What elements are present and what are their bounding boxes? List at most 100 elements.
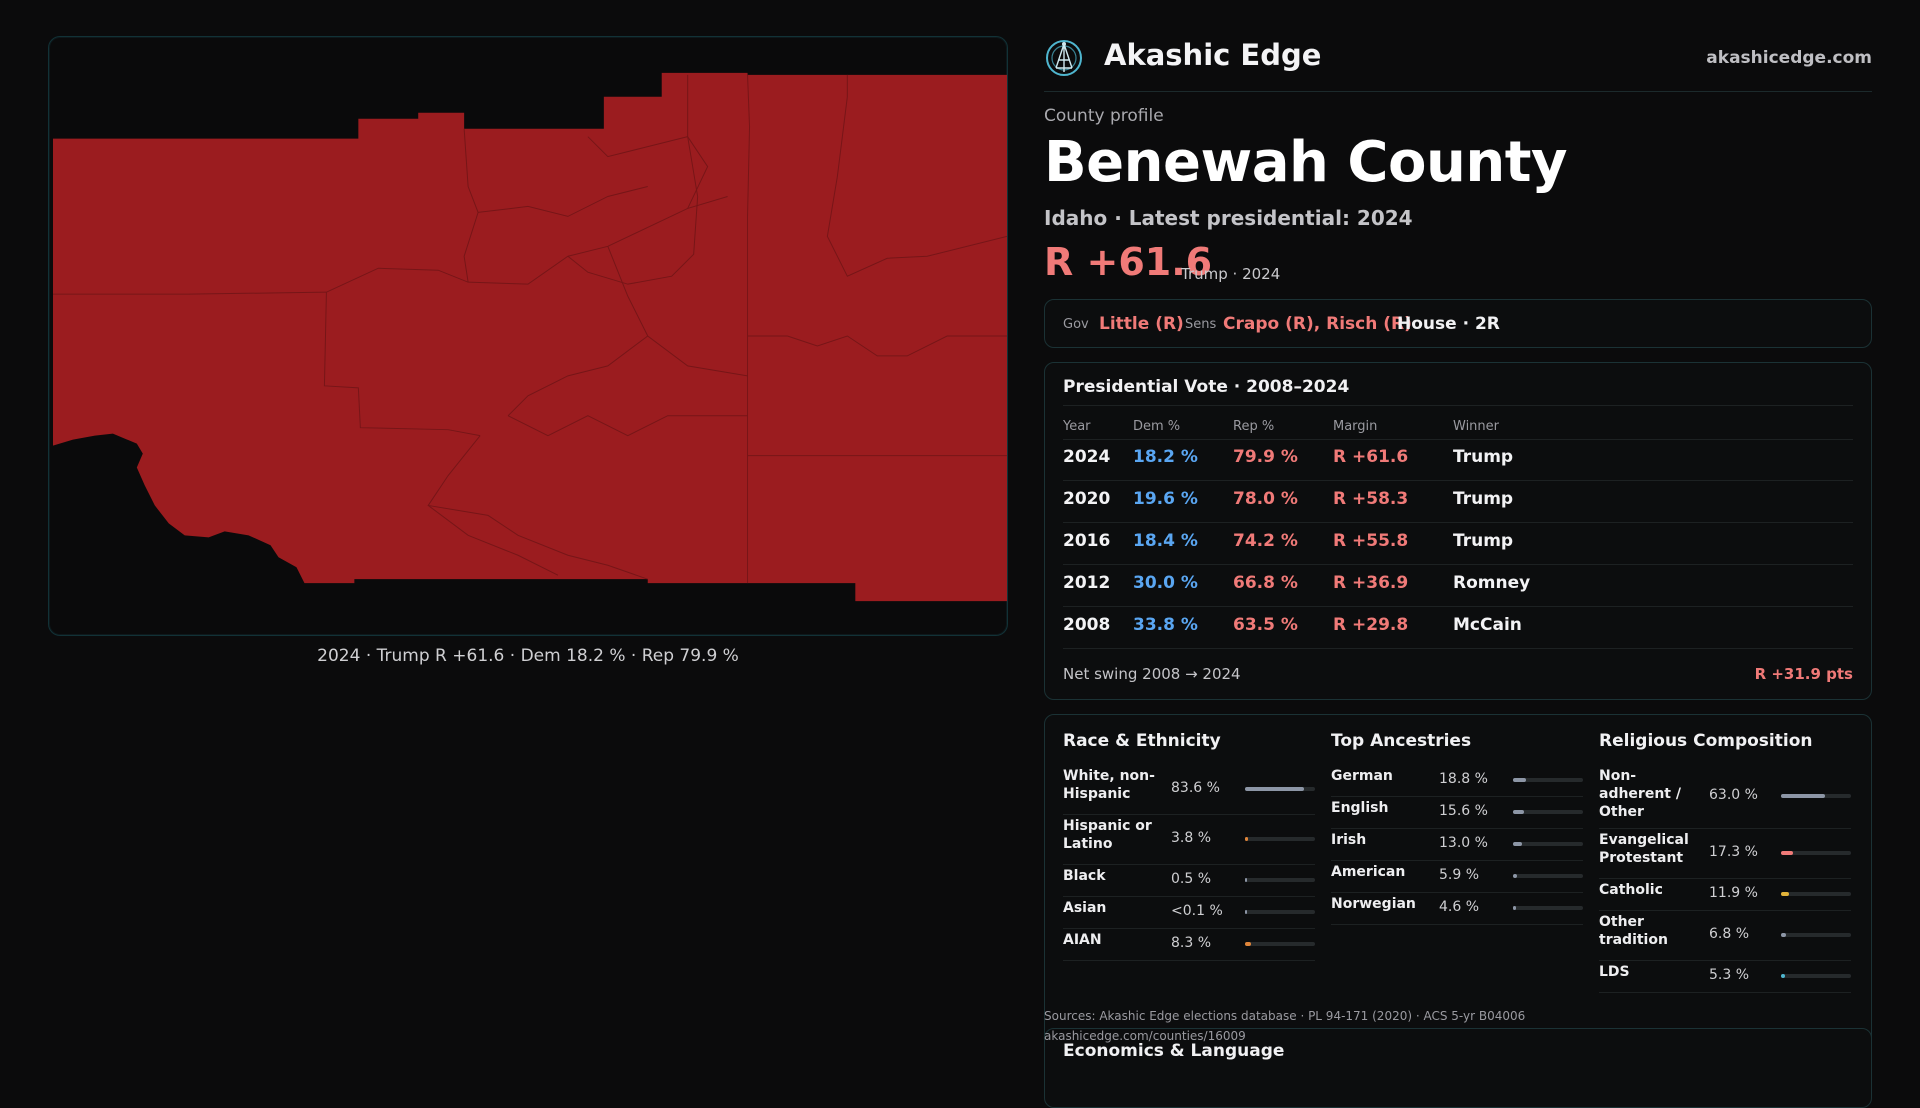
pres-dem-cell: 18.4 % — [1133, 531, 1198, 551]
net-swing-value: R +31.9 pts — [1755, 665, 1853, 683]
ancestry-bar-track — [1513, 906, 1583, 910]
ancestry-bar-fill — [1513, 874, 1517, 878]
race-bar-track — [1245, 878, 1315, 882]
race-bar-fill — [1245, 837, 1248, 841]
race-label: Hispanic or Latino — [1063, 817, 1167, 853]
religion-bar-track — [1781, 974, 1851, 978]
pres-dem-cell: 19.6 % — [1133, 489, 1198, 509]
house-value[interactable]: House · 2R — [1397, 314, 1500, 334]
ancestry-label: English — [1331, 799, 1435, 817]
pres-margin-cell: R +58.3 — [1333, 489, 1408, 509]
county-map[interactable] — [48, 36, 1008, 636]
race-value: 3.8 % — [1171, 830, 1211, 846]
county-shape[interactable] — [53, 73, 1007, 601]
religion-bar-track — [1781, 933, 1851, 937]
officials-bar: Gov Little (R) Sens Crapo (R), Risch (R)… — [1044, 299, 1872, 348]
pres-year-cell: 2008 — [1063, 615, 1110, 635]
county-url-link[interactable]: akashicedge.com/counties/16009 — [1044, 1026, 1525, 1046]
religion-row: Catholic 11.9 % — [1599, 879, 1851, 911]
religion-value: 6.8 % — [1709, 926, 1749, 942]
religion-row: Other tradition 6.8 % — [1599, 911, 1851, 961]
map-caption: 2024 · Trump R +61.6 · Dem 18.2 % · Rep … — [48, 646, 1008, 666]
race-value: 8.3 % — [1171, 935, 1211, 951]
pres-winner-cell: McCain — [1453, 615, 1522, 635]
race-bar-track — [1245, 942, 1315, 946]
col-header-year: Year — [1063, 419, 1091, 434]
race-value: 0.5 % — [1171, 871, 1211, 887]
religion-value: 5.3 % — [1709, 967, 1749, 983]
globe-network-icon[interactable] — [1044, 38, 1084, 78]
pres-year-cell: 2012 — [1063, 573, 1110, 593]
pres-year-cell: 2024 — [1063, 447, 1110, 467]
ancestry-label: Irish — [1331, 831, 1435, 849]
col-header-winner: Winner — [1453, 419, 1499, 434]
race-label: Asian — [1063, 899, 1167, 917]
ancestry-bar-track — [1513, 810, 1583, 814]
governor-value[interactable]: Little (R) — [1099, 314, 1184, 334]
religion-bar-fill — [1781, 933, 1786, 937]
ancestry-label: American — [1331, 863, 1435, 881]
race-bar-track — [1245, 910, 1315, 914]
pres-dem-cell: 33.8 % — [1133, 615, 1198, 635]
ancestry-bar-fill — [1513, 842, 1522, 846]
ancestry-title: Top Ancestries — [1331, 731, 1471, 751]
pres-year-cell: 2020 — [1063, 489, 1110, 509]
brand-name: Akashic Edge — [1104, 38, 1321, 72]
brand-site-link[interactable]: akashicedge.com — [1706, 48, 1872, 68]
pres-rep-cell: 63.5 % — [1233, 615, 1298, 635]
page-title: Benewah County — [1044, 130, 1567, 195]
religion-label: Non-adherent / Other — [1599, 767, 1695, 821]
presidential-title: Presidential Vote · 2008–2024 — [1063, 377, 1349, 397]
race-bar-fill — [1245, 910, 1247, 914]
pres-rep-cell: 78.0 % — [1233, 489, 1298, 509]
race-label: AIAN — [1063, 931, 1167, 949]
religion-bar-fill — [1781, 974, 1785, 978]
latest-margin-note: Trump · 2024 — [1181, 265, 1280, 283]
col-header-margin: Margin — [1333, 419, 1377, 434]
race-label: Black — [1063, 867, 1167, 885]
religion-value: 17.3 % — [1709, 844, 1758, 860]
religion-bar-fill — [1781, 794, 1825, 798]
ancestry-value: 5.9 % — [1439, 867, 1479, 883]
senators-value[interactable]: Crapo (R), Risch (R) — [1223, 314, 1412, 334]
county-subtitle: Idaho · Latest presidential: 2024 — [1044, 206, 1413, 230]
county-map-svg — [49, 37, 1007, 635]
pres-winner-cell: Trump — [1453, 531, 1513, 551]
race-bar-fill — [1245, 787, 1304, 791]
religion-bar-fill — [1781, 851, 1793, 855]
ancestry-label: Norwegian — [1331, 895, 1435, 913]
ancestry-value: 15.6 % — [1439, 803, 1488, 819]
ancestry-label: German — [1331, 767, 1435, 785]
profile-eyebrow: County profile — [1044, 106, 1164, 126]
ancestry-bar-track — [1513, 874, 1583, 878]
pres-year-cell: 2016 — [1063, 531, 1110, 551]
ancestry-value: 18.8 % — [1439, 771, 1488, 787]
pres-winner-cell: Romney — [1453, 573, 1530, 593]
religion-value: 11.9 % — [1709, 885, 1758, 901]
religion-label: LDS — [1599, 963, 1695, 981]
pres-rep-cell: 79.9 % — [1233, 447, 1298, 467]
net-swing-label: Net swing 2008 → 2024 — [1063, 665, 1241, 683]
religion-value: 63.0 % — [1709, 787, 1758, 803]
sources-line: Sources: Akashic Edge elections database… — [1044, 1006, 1525, 1026]
religion-bar-fill — [1781, 892, 1789, 896]
religion-row: LDS 5.3 % — [1599, 961, 1851, 993]
pres-winner-cell: Trump — [1453, 489, 1513, 509]
ancestry-bar-fill — [1513, 810, 1524, 814]
religion-label: Catholic — [1599, 881, 1695, 899]
race-bar-fill — [1245, 942, 1251, 946]
ancestry-bar-track — [1513, 842, 1583, 846]
county-profile-panel: Akashic Edge akashicedge.com County prof… — [1044, 34, 1872, 1080]
pres-rep-cell: 66.8 % — [1233, 573, 1298, 593]
religion-label: Other tradition — [1599, 913, 1695, 949]
race-bar-track — [1245, 787, 1315, 791]
presidential-vote-card: Presidential Vote · 2008–2024 Year Dem %… — [1044, 362, 1872, 700]
religion-bar-track — [1781, 892, 1851, 896]
